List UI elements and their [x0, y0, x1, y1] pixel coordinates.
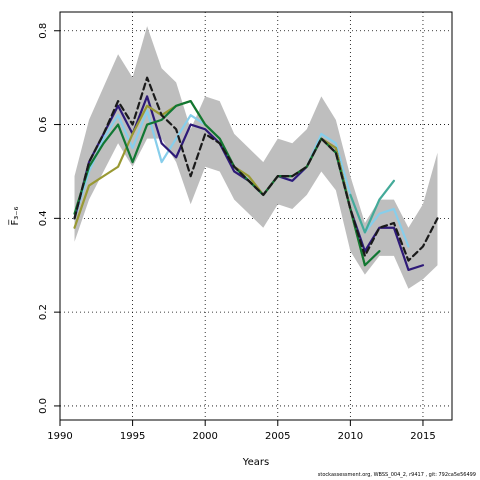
x-axis-title: Years — [242, 457, 269, 468]
footer-source-text: stockassessment.org, WBSS_004_2, r9417 ,… — [317, 472, 476, 478]
x-axis: 1990 1995 2000 2005 2010 2015 — [47, 420, 436, 442]
x-tick-label: 1990 — [47, 431, 72, 442]
y-tick-label: 0.4 — [38, 210, 49, 226]
x-tick-label: 2015 — [410, 431, 435, 442]
plot-frame — [59, 11, 453, 421]
x-tick-label: 1995 — [120, 431, 145, 442]
confidence-band — [74, 26, 438, 289]
x-tick-label: 2005 — [265, 431, 290, 442]
y-tick-label: 0.8 — [38, 23, 49, 39]
x-tick-label: 2000 — [192, 431, 217, 442]
series-line-6 — [73, 76, 439, 262]
y-axis-title: F̅₃₋₆ — [8, 206, 21, 225]
x-tick-label: 2010 — [338, 431, 363, 442]
y-axis: 0.0 0.2 0.4 0.6 0.8 — [38, 23, 60, 414]
series-line-5 — [349, 179, 396, 234]
y-tick-label: 0.2 — [38, 304, 49, 320]
confidence-band-layer — [74, 26, 438, 289]
series-layer — [73, 76, 439, 272]
y-tick-label: 0.6 — [38, 117, 49, 133]
y-tick-label: 0.0 — [38, 398, 49, 414]
